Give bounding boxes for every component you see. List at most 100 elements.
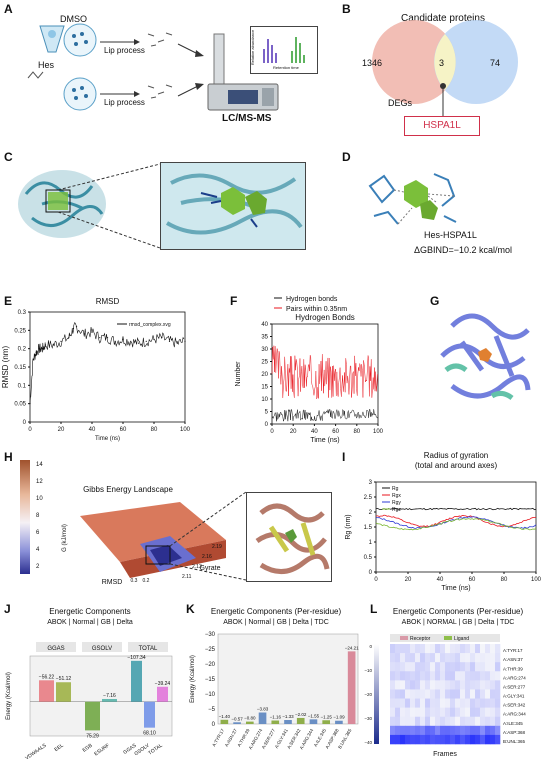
heatmap-cell [425, 671, 431, 681]
heatmap-cell [455, 716, 461, 727]
heatmap-cell [465, 644, 471, 654]
rmsd-data-point [41, 348, 44, 350]
bar-value-label: −1.09 [333, 715, 345, 720]
row-label: A:ARG:344 [503, 712, 526, 717]
heatmap-cell [495, 662, 501, 672]
heatmap-cell [450, 680, 456, 690]
heatmap-cell [470, 653, 476, 663]
x-tick-label: 0.2 [143, 578, 150, 584]
heatmap-cell [410, 680, 416, 690]
heatmap-cell [460, 734, 466, 745]
heatmap-cell [470, 725, 476, 736]
rmsd-data-point [184, 340, 186, 342]
row-label: A:ARG:274 [503, 675, 526, 680]
y-tick-label: −5 [208, 707, 216, 713]
heatmap-cell [405, 662, 411, 672]
heatmap-cell [415, 644, 421, 654]
inset-y-label: Relative abundance [250, 29, 256, 66]
heatmap-cell [435, 716, 441, 727]
bar [271, 720, 280, 724]
row-label: A:THR:39 [503, 666, 523, 671]
heatmap-cell [465, 671, 471, 681]
heatmap-cell [480, 644, 486, 654]
rmsd-x-tick-label: 100 [180, 427, 191, 433]
heatmap-cell [475, 653, 481, 663]
heatmap-cell [455, 725, 461, 736]
heatmap-cell [405, 689, 411, 699]
heatmap-cell [460, 716, 466, 727]
arrow-icon [177, 83, 204, 97]
heatmap-cell [435, 707, 441, 718]
rmsd-plot-frame [29, 311, 186, 423]
heatmap-cell [400, 671, 406, 681]
heatmap-cell [390, 662, 396, 672]
rmsd-data-point [137, 342, 140, 344]
heatmap-cell [485, 644, 491, 654]
heatmap-cell [495, 653, 501, 663]
heatmap-cell [480, 689, 486, 699]
rg-y-tick-label: 1.5 [364, 525, 373, 531]
bar-value-label: −0.80 [244, 716, 256, 721]
venn-title: Candidate proteins [401, 13, 485, 24]
colorbar [374, 644, 379, 744]
y-axis-label: Number [235, 361, 242, 387]
surface-minimum [150, 545, 182, 566]
bar [335, 720, 343, 724]
heatmap-cell [415, 725, 421, 736]
heatmap-cell [455, 644, 461, 654]
heatmap-cell [425, 644, 431, 654]
colorbar-tick-label: 4 [36, 547, 40, 553]
heatmap-cell [490, 689, 496, 699]
rmsd-y-tick-label: 0.25 [14, 328, 26, 334]
heatmap-cell [480, 707, 486, 718]
panel-label-b: B [342, 2, 351, 16]
heatmap-cell [470, 734, 476, 745]
heatmap-cell [475, 644, 481, 654]
heatmap-cell [460, 707, 466, 718]
venn-right-count: 74 [490, 58, 501, 68]
hbond-y-tick-label: 30 [261, 347, 268, 353]
heatmap-cell [435, 734, 441, 745]
heatmap-cell [425, 734, 431, 745]
colorbar-tick-label: 12 [36, 479, 43, 485]
heatmap-cell [470, 689, 476, 699]
hbond-x-tick-label: 60 [332, 429, 339, 435]
heatmap-cell [395, 734, 401, 745]
heatmap-cell [475, 716, 481, 727]
heatmap-cell [395, 662, 401, 672]
bar-value-label: 68.10 [143, 731, 156, 737]
heatmap-cell [395, 644, 401, 654]
chart-title: Gibbs Energy Landscape [83, 485, 173, 494]
bar [233, 722, 241, 724]
rmsd-data-point [130, 340, 132, 342]
heatmap-cell [465, 698, 471, 708]
chart-title: Energetic Components (Per-residue) [393, 607, 524, 616]
heatmap-cell [475, 662, 481, 672]
radius-gyration-chart: Radius of gyration(total and around axes… [345, 451, 542, 592]
bar-value-label: −1.25 [320, 714, 332, 719]
heatmap-cell [485, 725, 491, 736]
bar-value-label: −3.83 [257, 707, 269, 712]
heatmap-cell [485, 698, 491, 708]
hspa-pointer [440, 83, 446, 116]
binding-site-structure [165, 173, 303, 235]
heatmap-cell [420, 716, 426, 727]
hspa1l-box: HSPA1L [404, 116, 480, 136]
heatmap-cell [400, 716, 406, 727]
heatmap-cell [390, 734, 396, 745]
heatmap-cell [490, 680, 496, 690]
heatmap-cell [450, 698, 456, 708]
heatmap-cell [450, 689, 456, 699]
heatmap-cell [415, 734, 421, 745]
heatmap-cell [440, 671, 446, 681]
chart-subtitle: (total and around axes) [415, 461, 498, 470]
panel-c [0, 150, 330, 260]
bar [102, 698, 117, 702]
heatmap-cell [455, 689, 461, 699]
row-label: A:SER:277 [503, 684, 526, 689]
heatmap-cell [410, 644, 416, 654]
rg-x-tick-label: 0 [374, 577, 378, 583]
chart-subtitle: ABOK | NORMAL | GB | Delta | TDC [402, 619, 515, 626]
heatmap-cell [485, 671, 491, 681]
heatmap-cell [400, 680, 406, 690]
